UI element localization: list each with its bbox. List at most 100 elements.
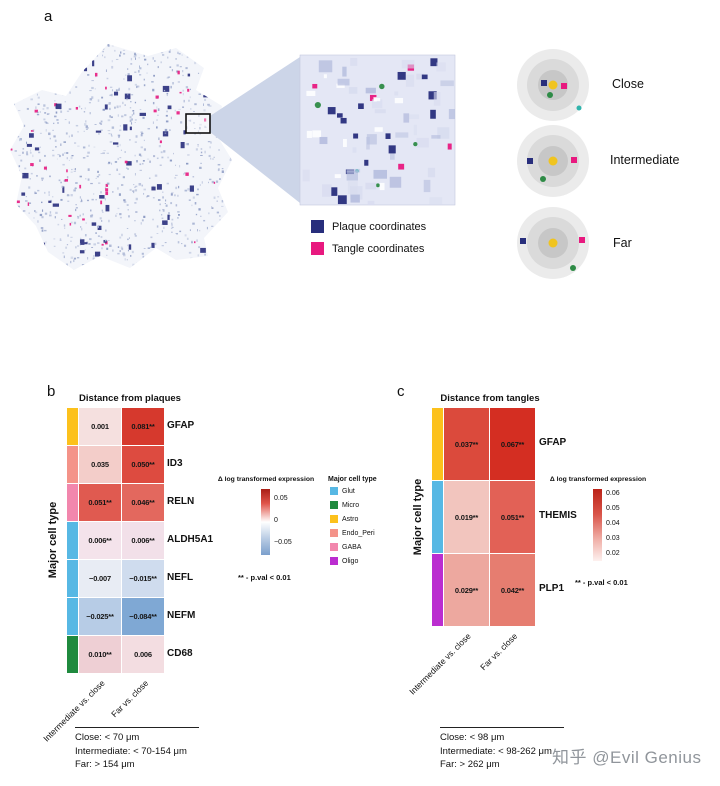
- heatmap-cell: 0.001: [79, 408, 121, 445]
- tangle-legend-label: Tangle coordinates: [332, 242, 425, 255]
- panel-c-label: c: [397, 383, 405, 400]
- colorbar-tick: 0.06: [606, 490, 620, 497]
- heatmap-cell: 0.006**: [122, 522, 164, 559]
- celltype-strip: [432, 408, 443, 480]
- column-label: Far vs. close: [108, 678, 151, 720]
- intermediate-ring-icon: [517, 125, 589, 197]
- gene-label: RELN: [167, 496, 195, 507]
- colorbar-tick: 0.05: [606, 505, 620, 512]
- colorbar-tick: 0.04: [606, 520, 620, 527]
- colorbar: [593, 489, 602, 561]
- ring-label-far: Far: [613, 236, 632, 250]
- tangle-heatmap-title: Distance from tangles: [440, 393, 540, 404]
- distance-definition: Far: > 262 μm: [440, 759, 500, 770]
- heatmap-cell: 0.029**: [444, 554, 489, 626]
- celltype-legend-item: Endo_Peri: [330, 529, 375, 537]
- significance-note: ** - p.val < 0.01: [238, 573, 291, 582]
- heatmap-cell: 0.006: [122, 636, 164, 673]
- heatmap-cell: 0.010**: [79, 636, 121, 673]
- cell-marker: [570, 265, 576, 271]
- column-label: Intermediate vs. close: [407, 631, 474, 697]
- colorbar-label: Δ log transformed expression: [549, 476, 647, 483]
- celltype-swatch: [330, 529, 338, 537]
- plaque-heatmap-title: Distance from plaques: [79, 393, 181, 404]
- gene-label: THEMIS: [539, 510, 577, 521]
- colorbar-tick: 0: [274, 517, 278, 524]
- gene-label: GFAP: [167, 420, 195, 431]
- tangle-marker: [571, 157, 577, 163]
- celltype-label: Oligo: [342, 557, 359, 565]
- celltype-label: Astro: [342, 515, 359, 523]
- colorbar: [261, 489, 270, 555]
- celltype-swatch: [330, 487, 338, 495]
- ring-label-close: Close: [612, 77, 644, 91]
- tissue-section: [10, 44, 232, 270]
- celltype-swatch: [330, 543, 338, 551]
- zoom-fan: [210, 57, 300, 203]
- tangle-legend-swatch: [311, 242, 324, 255]
- panel-b-label: b: [47, 383, 56, 400]
- celltype-legend-title: Major cell type: [328, 476, 377, 483]
- colorbar-tick: 0.05: [274, 495, 288, 502]
- celltype-strip: [67, 408, 78, 445]
- cell-marker: [547, 92, 553, 98]
- plaque-marker: [520, 238, 526, 244]
- heatmap-cell: −0.007: [79, 560, 121, 597]
- plaque-marker: [527, 158, 533, 164]
- celltype-label: GABA: [342, 543, 362, 551]
- heatmap-cell: 0.042**: [490, 554, 535, 626]
- tangle-heatmap: 0.037** 0.067** 0.019** 0.051** 0.029** …: [432, 408, 535, 626]
- gene-label: GFAP: [539, 437, 567, 448]
- colorbar-tick: 0.03: [606, 535, 620, 542]
- celltype-label: Glut: [342, 487, 355, 495]
- far-ring-icon: [517, 207, 589, 279]
- plaque-legend-label: Plaque coordinates: [332, 220, 427, 233]
- celltype-label: Endo_Peri: [342, 529, 375, 537]
- heatmap-cell: 0.046**: [122, 484, 164, 521]
- gene-label: ALDH5A1: [167, 534, 214, 545]
- heatmap-cell: 0.051**: [79, 484, 121, 521]
- celltype-legend-item: GABA: [330, 543, 361, 551]
- center-dot: [548, 80, 558, 90]
- celltype-swatch: [330, 515, 338, 523]
- celltype-label: Micro: [342, 501, 360, 509]
- heatmap-cell: 0.067**: [490, 408, 535, 480]
- heatmap-cell: −0.015**: [122, 560, 164, 597]
- celltype-strip: [67, 560, 78, 597]
- zoom-region-box: [185, 113, 211, 134]
- colorbar-tick: −0.05: [274, 539, 292, 546]
- plaque-legend-item: Plaque coordinates: [311, 220, 426, 233]
- heatmap-cell: −0.025**: [79, 598, 121, 635]
- tangle-marker: [561, 83, 567, 89]
- heatmap-cell: 0.037**: [444, 408, 489, 480]
- celltype-strip: [67, 636, 78, 673]
- heatmap-cell: 0.050**: [122, 446, 164, 483]
- celltype-strip: [432, 481, 443, 553]
- cell-marker: [576, 105, 582, 111]
- celltype-strip: [67, 598, 78, 635]
- tangle-distance-definitions: Close: < 98 μm Intermediate: < 98-262 μm…: [440, 727, 564, 772]
- gene-label: CD68: [167, 648, 193, 659]
- celltype-legend-item: Glut: [330, 487, 355, 495]
- distance-definition: Close: < 98 μm: [440, 732, 505, 743]
- heatmap-cell: 0.035: [79, 446, 121, 483]
- panel-a-label: a: [44, 8, 53, 25]
- plaque-distance-definitions: Close: < 70 μm Intermediate: < 70-154 μm…: [75, 727, 199, 772]
- celltype-swatch: [330, 557, 338, 565]
- distance-definition: Far: > 154 μm: [75, 759, 135, 770]
- celltype-swatch: [330, 501, 338, 509]
- gene-label: PLP1: [539, 583, 565, 594]
- colorbar-tick: 0.02: [606, 550, 620, 557]
- tangle-legend-item: Tangle coordinates: [311, 242, 424, 255]
- plaque-legend-swatch: [311, 220, 324, 233]
- heatmap-cell: 0.081**: [122, 408, 164, 445]
- heatmap-cell: −0.084**: [122, 598, 164, 635]
- significance-note: ** - p.val < 0.01: [575, 578, 628, 587]
- distance-definition: Intermediate: < 98-262 μm: [440, 745, 552, 757]
- celltype-legend-item: Oligo: [330, 557, 358, 565]
- spatial-overview-graphic: [10, 44, 589, 279]
- plaque-heatmap-ylabel: Major cell type: [47, 501, 59, 579]
- celltype-legend-item: Astro: [330, 515, 358, 523]
- gene-label: ID3: [167, 458, 183, 469]
